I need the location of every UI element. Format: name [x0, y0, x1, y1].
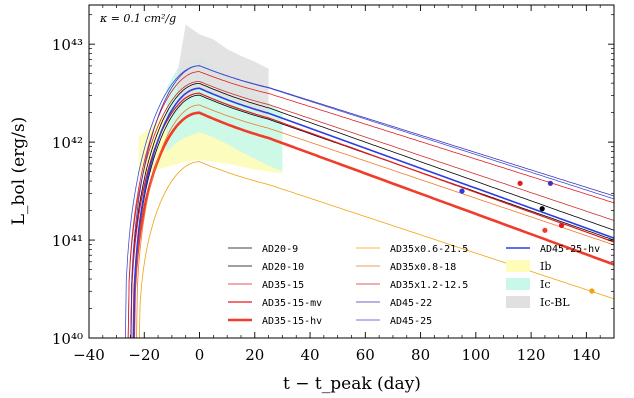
legend-label-ad20-9: AD20-9 — [262, 244, 298, 255]
x-tick-label: 80 — [411, 346, 430, 364]
curve-ad35x0.8-18 — [136, 104, 614, 338]
ticks-layer: −40 −20 0 20 40 60 80 100 120 140 10⁴⁰ 10⁴¹ 10⁴² 10⁴³ — [52, 5, 615, 364]
x-tick-label: 140 — [572, 346, 601, 364]
legend-swatch-ic-bl — [506, 296, 530, 308]
markers-layer — [459, 180, 595, 294]
curve-ad35-15-mv — [130, 92, 614, 338]
curve-ad35x0.6-21.5 — [138, 161, 614, 338]
legend-label-ad35x1.2-12.5: AD35x1.2-12.5 — [390, 280, 468, 291]
x-tick-label: 60 — [356, 346, 375, 364]
legend: AD20-9 AD20-10 AD35-15 AD35-15-mv AD35-15-hv… — [228, 244, 600, 327]
marker-ad45-25-hv — [459, 188, 465, 194]
marker-ad35x0.6-21.5 — [589, 288, 595, 294]
legend-swatch-ic — [506, 278, 530, 290]
x-tick-label: 120 — [517, 346, 546, 364]
curves-layer — [124, 65, 614, 338]
y-tick-label: 10⁴² — [52, 134, 83, 152]
legend-label-ad45-25: AD45-25 — [390, 316, 432, 327]
curve-ad20-10 — [130, 83, 614, 338]
x-tick-label: −40 — [73, 346, 105, 364]
x-tick-label: 100 — [462, 346, 491, 364]
legend-label-ad45-25-hv: AD45-25-hv — [540, 244, 600, 255]
legend-label-ad35-15-mv: AD35-15-mv — [262, 298, 322, 309]
x-axis-label: t − t_peak (day) — [283, 374, 421, 394]
y-tick-label: 10⁴¹ — [52, 232, 83, 250]
legend-label-ad20-10: AD20-10 — [262, 262, 304, 273]
legend-label-ad35-15: AD35-15 — [262, 280, 304, 291]
legend-swatch-ib — [506, 260, 530, 272]
x-tick-label: 40 — [301, 346, 320, 364]
legend-label-ad35x0.8-18: AD35x0.8-18 — [390, 262, 456, 273]
marker-ad20-10 — [539, 206, 545, 212]
y-tick-label: 10⁴⁰ — [52, 330, 83, 348]
legend-label-ad35x0.6-21.5: AD35x0.6-21.5 — [390, 244, 468, 255]
x-tick-label: −20 — [128, 346, 160, 364]
x-tick-label: 0 — [195, 346, 205, 364]
marker-ad35-15 — [517, 180, 523, 186]
curve-ad35-15 — [127, 71, 614, 338]
legend-label-ic: Ic — [540, 278, 551, 291]
legend-label-ic-bl: Ic-BL — [540, 296, 570, 309]
marker-ad35-15-hv — [542, 227, 548, 233]
marker-ad45-22 — [547, 180, 554, 186]
curve-ad35-15-hv — [132, 111, 614, 338]
curve-ad45-25 — [124, 65, 614, 338]
legend-label-ib: Ib — [540, 260, 551, 273]
legend-label-ad35-15-hv: AD35-15-hv — [262, 316, 322, 327]
y-tick-label: 10⁴³ — [52, 36, 83, 54]
curve-ad45-25-hv — [132, 87, 614, 338]
y-axis-label: L_bol (erg/s) — [9, 117, 29, 226]
curve-ad35x1.2-12.5 — [127, 81, 614, 338]
x-tick-label: 20 — [245, 346, 264, 364]
legend-label-ad45-22: AD45-22 — [390, 298, 432, 309]
band-ic-bl — [177, 24, 269, 118]
kappa-annotation: κ = 0.1 cm²/g — [99, 12, 176, 25]
marker-ad35-15-mv — [558, 222, 565, 228]
